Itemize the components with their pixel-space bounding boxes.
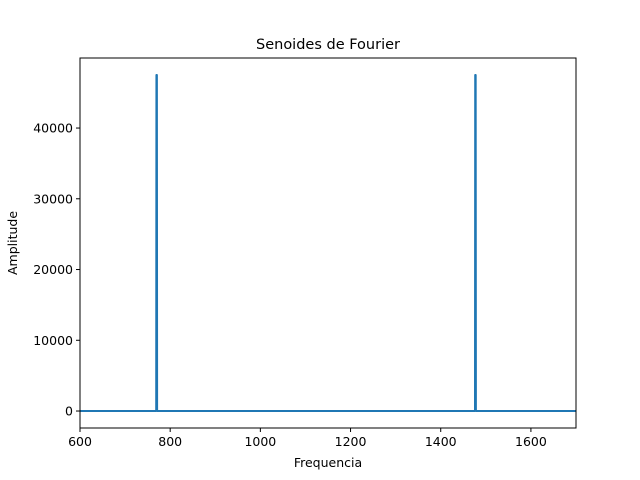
series-line-0	[80, 73, 576, 413]
x-tick-label: 1600	[515, 434, 547, 449]
x-tick-label: 1000	[244, 434, 276, 449]
x-tick-label: 1400	[425, 434, 457, 449]
x-tick-label: 800	[158, 434, 182, 449]
x-tick-label: 600	[68, 434, 92, 449]
y-tick-label: 10000	[33, 333, 73, 348]
x-axis-label: Frequencia	[294, 455, 362, 470]
y-tick-label: 30000	[33, 191, 73, 206]
y-tick-label: 20000	[33, 262, 73, 277]
x-tick-label: 1200	[335, 434, 367, 449]
y-axis: 0 10000 20000 30000 40000	[33, 121, 80, 419]
chart-title: Senoides de Fourier	[256, 37, 400, 53]
y-tick-label: 40000	[33, 121, 73, 136]
x-axis: 600 800 1000 1200 1400 1600	[68, 428, 547, 449]
plot-area	[80, 73, 576, 413]
y-tick-label: 0	[65, 404, 73, 419]
y-axis-label: Amplitude	[5, 211, 20, 275]
plot-frame	[79, 57, 577, 429]
